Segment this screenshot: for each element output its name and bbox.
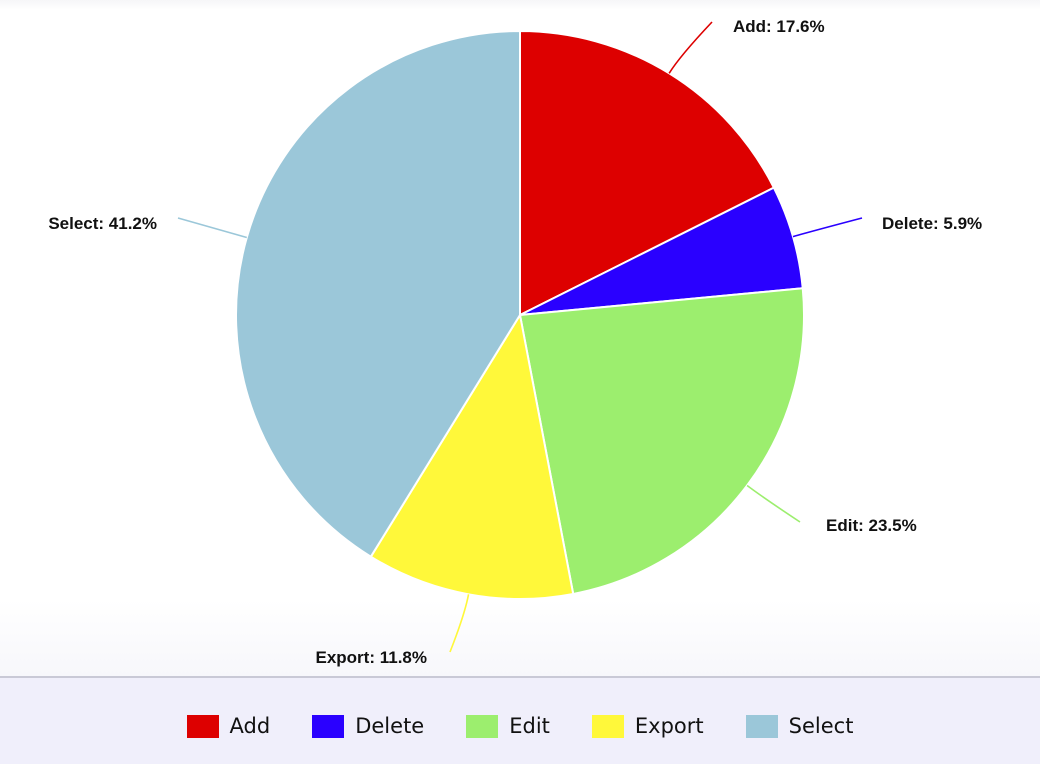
legend-label-export: Export	[634, 714, 704, 738]
pie-chart: Add: 17.6% Delete: 5.9% Edit: 23.5% Export:…	[48, 17, 982, 667]
legend-item-export[interactable]: Export	[591, 714, 704, 738]
legend-label-add: Add	[229, 714, 271, 738]
leader-line-select	[177, 217, 248, 239]
slice-label-select: Select: 41.2%	[48, 214, 157, 233]
pie-slice-add[interactable]	[519, 29, 776, 317]
pie-slice-export[interactable]	[369, 312, 575, 600]
legend-swatch-export	[591, 714, 624, 738]
legend-item-delete[interactable]: Delete	[312, 714, 424, 738]
legend-label-delete: Delete	[355, 714, 425, 738]
slice-label-edit: Edit: 23.5%	[826, 516, 917, 535]
slice-label-delete: Delete: 5.9%	[882, 214, 982, 233]
legend-swatch-select	[745, 714, 778, 738]
chart-area: Add: 17.6% Delete: 5.9% Edit: 23.5% Export:…	[0, 0, 1040, 676]
legend-swatch-delete	[312, 714, 345, 738]
legend-item-edit[interactable]: Edit	[466, 714, 550, 738]
slice-label-add: Add: 17.6%	[733, 17, 825, 36]
leader-line-export	[449, 594, 470, 653]
legend-swatch-add	[186, 714, 219, 738]
legend-item-add[interactable]: Add	[186, 714, 271, 738]
leader-line-add	[668, 21, 713, 74]
leader-line-delete	[792, 217, 863, 238]
legend-label-edit: Edit	[509, 714, 550, 738]
slice-label-export: Export: 11.8%	[316, 648, 428, 667]
legend-panel: Add Delete Edit Export Select	[0, 676, 1040, 764]
legend-label-select: Select	[788, 714, 854, 738]
legend-item-select[interactable]: Select	[745, 714, 854, 738]
legend: Add Delete Edit Export Select	[0, 714, 1040, 738]
pie-slice-select[interactable]	[235, 29, 521, 559]
leader-line-edit	[746, 484, 801, 523]
legend-swatch-edit	[466, 714, 499, 738]
